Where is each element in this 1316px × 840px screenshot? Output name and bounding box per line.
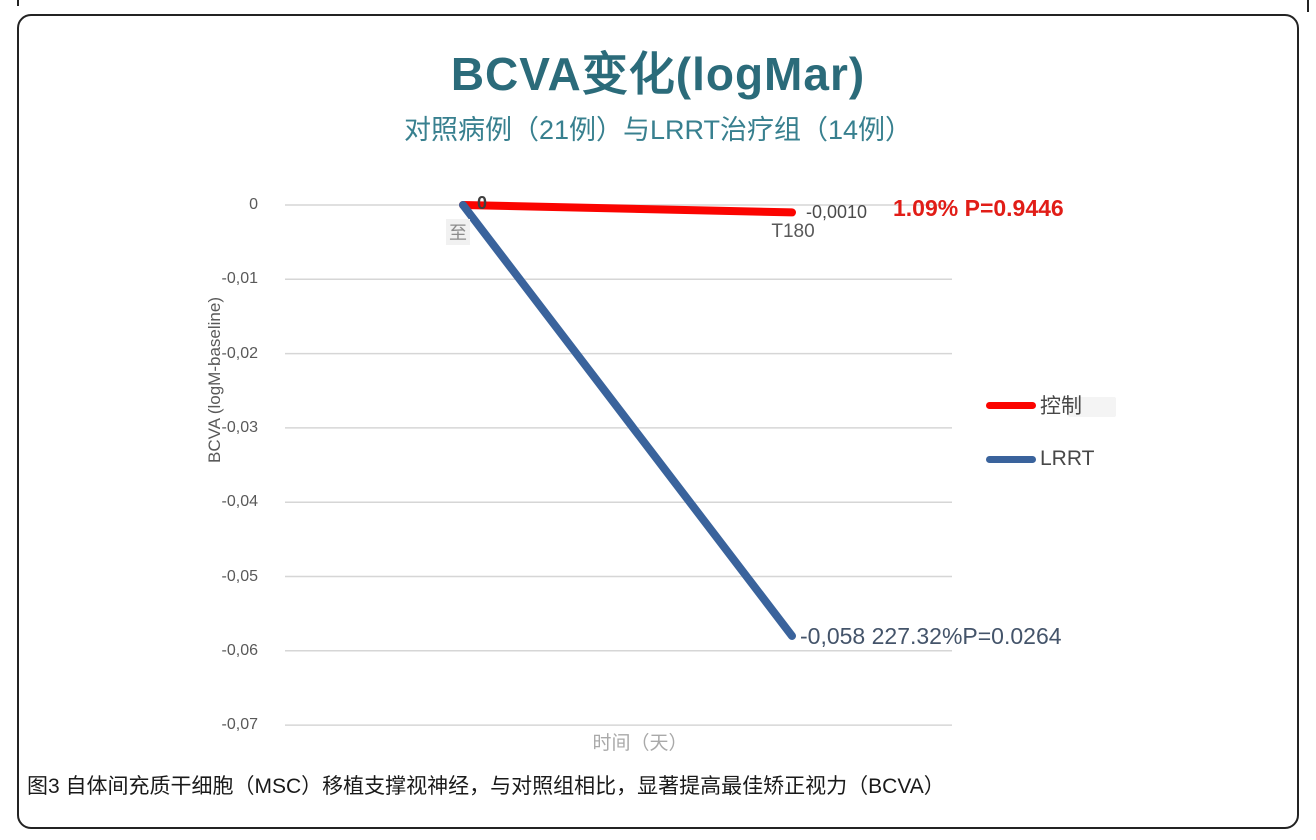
- lrrt-endpoint-annotation: -0,058 227.32%P=0.0264: [800, 623, 1062, 649]
- y-axis-tick-label: -0,02: [221, 344, 258, 362]
- legend-item-control: 控制: [986, 391, 1094, 419]
- y-axis-tick-label: -0,06: [221, 641, 258, 659]
- origin-data-label: 0: [477, 193, 488, 213]
- control-line-swatch: [986, 401, 1036, 409]
- legend-label-control: 控制: [1040, 395, 1082, 418]
- outer-border-remnant-left: [17, 0, 19, 6]
- x-axis-title: 时间（天）: [592, 733, 688, 754]
- legend-label-lrrt: LRRT: [1040, 447, 1095, 470]
- y-axis-tick-label: -0,04: [221, 493, 258, 511]
- legend-item-lrrt: LRRT: [986, 445, 1094, 473]
- chart-title: BCVA变化(logMar): [450, 48, 866, 100]
- y-axis-tick-label: 0: [249, 196, 258, 213]
- control-endpoint-value-label: -0,0010: [806, 202, 868, 222]
- y-axis-tick-label: -0,01: [221, 270, 258, 288]
- erased-area-blur: [1068, 397, 1116, 417]
- y-axis-tick-label: -0,07: [221, 716, 258, 734]
- control-stat-annotation: 1.09% P=0.9446: [893, 195, 1064, 221]
- figure-caption: 图3 自体间充质干细胞（MSC）移植支撑视神经，与对照组相比，显著提高最佳矫正视…: [27, 775, 945, 798]
- x-category-label-t180: T180: [771, 221, 815, 242]
- y-axis-tick-label: -0,05: [221, 567, 258, 585]
- x-category-label-start: 至: [446, 219, 470, 245]
- lrrt-line-swatch: [986, 455, 1036, 463]
- chart-subtitle: 对照病例（21例）与LRRT治疗组（14例）: [403, 115, 913, 145]
- chart-legend: 控制 LRRT: [986, 391, 1094, 473]
- y-axis-tick-label: -0,03: [221, 418, 258, 436]
- outer-border-remnant-right: [1307, 0, 1309, 12]
- y-axis-title: BCVA (logM-baseline): [205, 297, 224, 463]
